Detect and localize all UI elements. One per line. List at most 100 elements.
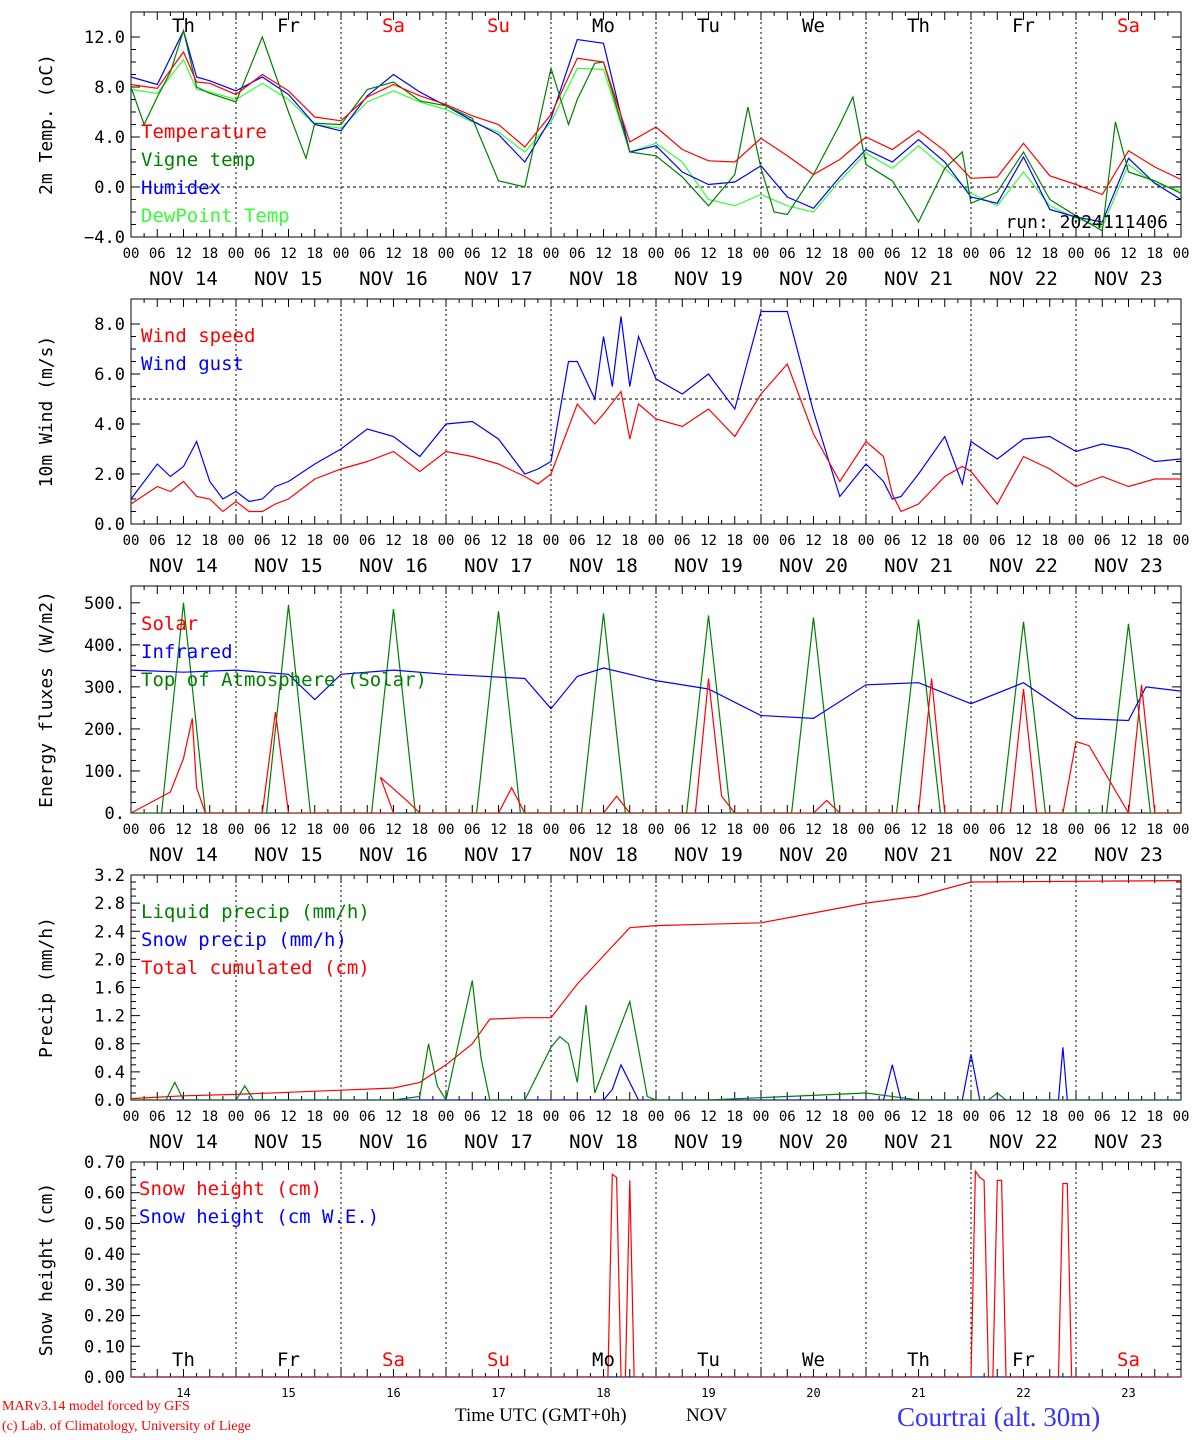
hour-tick-label: 00 [123,822,140,838]
legend-entry: Liquid precip (mm/h) [141,901,370,923]
hour-tick-label: 06 [149,246,166,262]
y-tick-label: 2.0 [94,465,125,485]
series-line-snow-precip-mm-h- [131,1047,1181,1100]
weekday-label: Fr [277,15,300,37]
hour-tick-label: 00 [228,246,245,262]
date-label: NOV 17 [464,844,533,866]
hour-tick-label: 12 [595,822,612,838]
hour-tick-label: 00 [648,822,665,838]
weekday-label: Tu [697,15,720,37]
hour-tick-label: 12 [700,822,717,838]
weekday-label: Th [172,1349,195,1371]
hour-tick-label: 06 [359,246,376,262]
day-number-label: 16 [386,1386,400,1400]
y-tick-label: 300. [84,678,125,698]
hour-tick-label: 00 [543,533,560,549]
hour-tick-label: 12 [385,822,402,838]
y-tick-label: 0.0 [94,178,125,198]
legend-entry: Temperature [141,121,267,143]
hour-tick-label: 00 [228,533,245,549]
day-number-label: 15 [281,1386,295,1400]
legend-entry: Humidex [141,177,221,199]
hour-tick-label: 12 [1015,1109,1032,1125]
date-label: NOV 14 [149,268,218,290]
date-label: NOV 18 [569,844,638,866]
hour-tick-label: 00 [438,822,455,838]
hour-tick-label: 00 [753,533,770,549]
date-label: NOV 22 [989,1131,1058,1153]
hour-tick-label: 12 [280,533,297,549]
hour-tick-label: 00 [543,246,560,262]
hour-tick-label: 00 [438,246,455,262]
y-tick-label: 8.0 [94,78,125,98]
hour-tick-label: 12 [385,1109,402,1125]
hour-tick-label: 18 [1041,822,1058,838]
y-tick-label: 1.2 [94,1007,125,1027]
date-label: NOV 21 [884,268,953,290]
hour-tick-label: 12 [175,246,192,262]
hour-tick-label: 18 [411,533,428,549]
hour-tick-label: 06 [359,533,376,549]
weekday-label: Su [487,1349,510,1371]
hour-tick-label: 18 [726,246,743,262]
hour-tick-label: 12 [175,1109,192,1125]
hour-tick-label: 18 [936,533,953,549]
date-label: NOV 22 [989,844,1058,866]
legend-entry: Wind speed [141,325,255,347]
hour-tick-label: 00 [123,1109,140,1125]
date-label: NOV 17 [464,268,533,290]
day-number-label: 20 [806,1386,820,1400]
legend-entry: Solar [141,613,198,635]
hour-tick-label: 00 [858,246,875,262]
hour-tick-label: 12 [175,533,192,549]
hour-tick-label: 06 [464,1109,481,1125]
hour-tick-label: 06 [569,822,586,838]
hour-tick-label: 18 [621,822,638,838]
hour-tick-label: 12 [1120,822,1137,838]
y-tick-label: 200. [84,720,125,740]
y-tick-label: 2.0 [94,950,125,970]
date-label: NOV 23 [1094,268,1163,290]
hour-tick-label: 06 [569,1109,586,1125]
weekday-label: Sa [1117,15,1140,37]
series-line-vigne-temp [131,28,1181,232]
date-label: NOV 20 [779,1131,848,1153]
hour-tick-label: 18 [621,1109,638,1125]
legend-entry: Infrared [141,641,233,663]
hour-tick-label: 18 [1041,1109,1058,1125]
hour-tick-label: 06 [1094,246,1111,262]
series-line-wind-speed [131,362,1181,513]
hour-tick-label: 00 [1173,822,1190,838]
legend-entry: Snow height (cm) [139,1178,322,1200]
day-number-label: 22 [1016,1386,1030,1400]
date-label: NOV 18 [569,268,638,290]
series-line-solar [131,678,1181,813]
hour-tick-label: 00 [753,246,770,262]
hour-tick-label: 12 [805,533,822,549]
y-tick-label: 0.20 [84,1307,125,1327]
hour-tick-label: 00 [753,1109,770,1125]
hour-tick-label: 18 [516,533,533,549]
weekday-label: Th [907,15,930,37]
series-line-temperature [131,50,1181,196]
hour-tick-label: 00 [123,246,140,262]
panel-frame [130,585,1182,814]
y-tick-label: −4.0 [84,228,125,248]
hour-tick-label: 06 [1094,533,1111,549]
hour-tick-label: 06 [989,246,1006,262]
hour-tick-label: 06 [1094,822,1111,838]
hour-tick-label: 12 [1015,822,1032,838]
y-tick-label: 1.6 [94,979,125,999]
y-tick-label: 4.0 [94,128,125,148]
y-axis-label: Precip (mm/h) [36,917,57,1058]
hour-tick-label: 00 [1173,246,1190,262]
hour-tick-label: 18 [1041,533,1058,549]
hour-tick-label: 00 [1173,533,1190,549]
hour-tick-label: 18 [201,822,218,838]
weekday-label: Su [487,15,510,37]
hour-tick-label: 00 [648,1109,665,1125]
y-tick-label: 0.0 [94,1091,125,1111]
hour-tick-label: 18 [201,533,218,549]
weekday-label: Sa [382,1349,405,1371]
hour-tick-label: 12 [1120,1109,1137,1125]
